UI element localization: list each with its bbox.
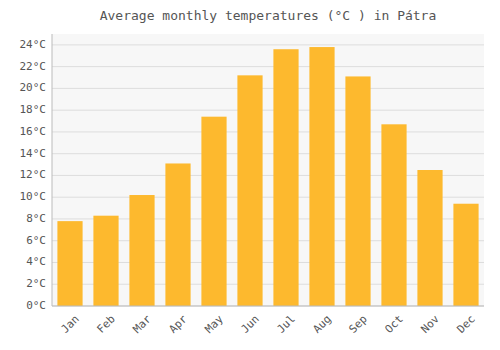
grid-line [52, 131, 484, 132]
y-tick-label: 22°C [20, 60, 47, 73]
x-tick-label: May [203, 312, 227, 336]
grid-line [52, 153, 484, 154]
x-tick-label: Sep [347, 313, 370, 336]
bars [57, 47, 478, 306]
grid-line [52, 306, 484, 307]
chart-svg: 0°C 2°C 4°C 6°C 8°C 10°C 12°C 14°C 16°C 18°C 20°C 2… [0, 0, 500, 350]
x-tick-label: Nov [419, 312, 443, 336]
y-tick-labels: 0°C 2°C 4°C 6°C 8°C 10°C 12°C 14°C 16°C 18°C 20°C 2… [20, 38, 47, 312]
bar [345, 76, 370, 306]
y-tick-label: 10°C [20, 190, 47, 203]
bar [129, 195, 154, 306]
x-tick-label: Apr [167, 312, 191, 336]
bar [201, 117, 226, 306]
y-tick-label: 8°C [26, 212, 46, 225]
x-tick-label: Jul [275, 313, 298, 336]
grid-line [52, 110, 484, 111]
bar [93, 216, 118, 306]
y-tick-label: 0°C [26, 299, 46, 312]
bar [237, 75, 262, 306]
chart-container: 0°C 2°C 4°C 6°C 8°C 10°C 12°C 14°C 16°C 18°C 20°C 2… [0, 0, 500, 350]
bar [57, 221, 82, 306]
y-tick-label: 2°C [26, 277, 46, 290]
grid [52, 45, 484, 306]
x-tick-labels: Jan Feb Mar Apr May Jun Jul Aug Sep Oct Nov Dec [59, 312, 478, 336]
x-tick-label: Oct [383, 313, 406, 336]
bar [309, 47, 334, 306]
grid-line [52, 88, 484, 89]
y-tick-label: 18°C [20, 103, 47, 116]
title: Average monthly temperatures (°C ) in Pá… [100, 8, 437, 23]
y-axis-line [52, 34, 53, 306]
x-tick-label: Jun [239, 313, 262, 336]
bar [453, 204, 478, 306]
grid-line [52, 44, 484, 45]
x-tick-label: Aug [311, 313, 334, 336]
x-tick-label: Mar [131, 312, 155, 336]
y-tick-label: 6°C [26, 234, 46, 247]
bar [381, 124, 406, 306]
page: {"chart_data": {"type": "bar", "title": … [0, 0, 500, 350]
x-tick-label: Dec [455, 313, 478, 336]
x-axis-line [52, 306, 484, 307]
y-tick-label: 16°C [20, 125, 47, 138]
plot-background [52, 34, 484, 306]
bar [273, 49, 298, 306]
grid-line [52, 66, 484, 67]
y-tick-label: 4°C [26, 255, 46, 268]
y-tick-label: 14°C [20, 147, 47, 160]
y-tick-label: 20°C [20, 81, 47, 94]
x-tick-label: Feb [95, 313, 118, 336]
x-tick-label: Jan [59, 313, 82, 336]
y-tick-label: 24°C [20, 38, 47, 51]
y-tick-label: 12°C [20, 168, 47, 181]
bar [165, 163, 190, 306]
bar [417, 170, 442, 306]
